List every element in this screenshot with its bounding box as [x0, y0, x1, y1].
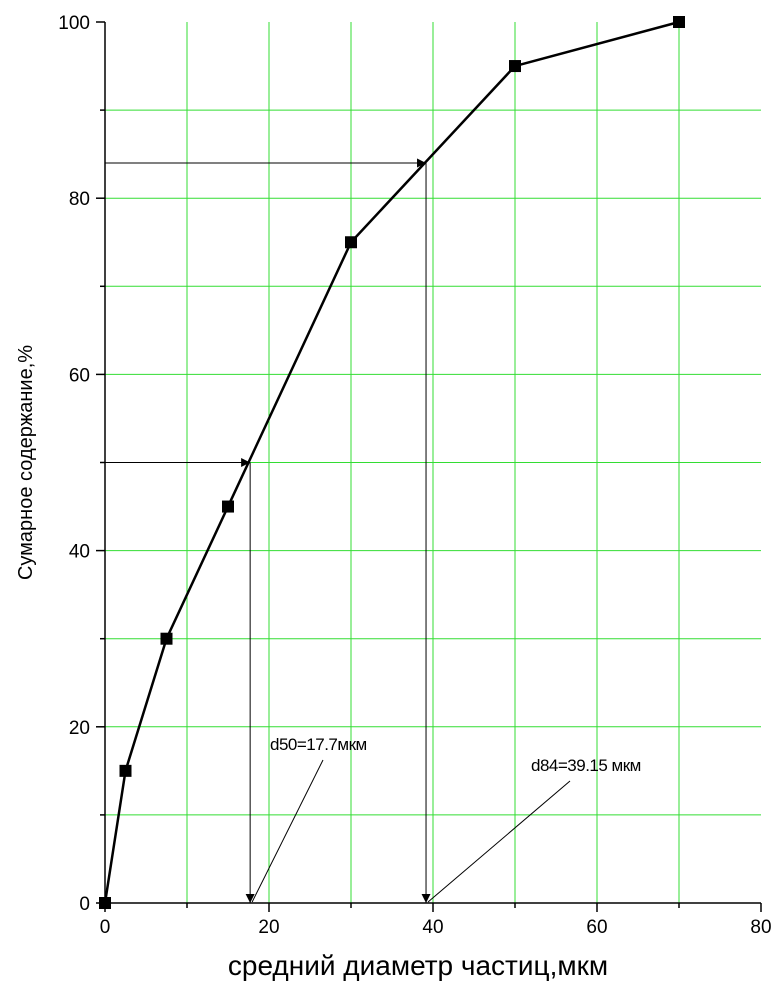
- d84-leader-line: [427, 780, 571, 903]
- data-point: [119, 764, 132, 777]
- guide-arrows: [105, 158, 571, 903]
- data-point: [99, 897, 111, 909]
- y-tick-label: 20: [69, 718, 90, 739]
- d84-annotation: d84=39.15 мкм: [531, 756, 641, 775]
- y-tick-label: 40: [69, 542, 90, 563]
- x-tick-label: 20: [258, 917, 279, 938]
- d50-annotation: d50=17.7мкм: [270, 735, 367, 754]
- data-point: [509, 60, 521, 73]
- data-point: [673, 16, 685, 28]
- chart-text: средний диаметр частиц,мкм Сумарное соде…: [15, 13, 772, 981]
- y-axis-label: Сумарное содержание,%: [15, 345, 37, 580]
- y-tick-label: 60: [69, 365, 90, 386]
- d50-leader-line: [251, 759, 324, 903]
- data-point: [160, 632, 173, 645]
- x-tick-label: 60: [586, 917, 607, 938]
- x-axis-label: средний диаметр частиц,мкм: [228, 950, 608, 981]
- y-tick-label: 100: [58, 13, 90, 34]
- axes: [96, 21, 762, 912]
- data-series: [99, 16, 685, 909]
- x-tick-label: 80: [750, 917, 771, 938]
- data-point: [222, 500, 234, 513]
- x-tick-label: 0: [100, 917, 111, 938]
- y-tick-label: 80: [69, 189, 90, 210]
- data-point: [345, 236, 357, 249]
- y-tick-label: 0: [79, 894, 90, 915]
- x-tick-label: 40: [422, 917, 443, 938]
